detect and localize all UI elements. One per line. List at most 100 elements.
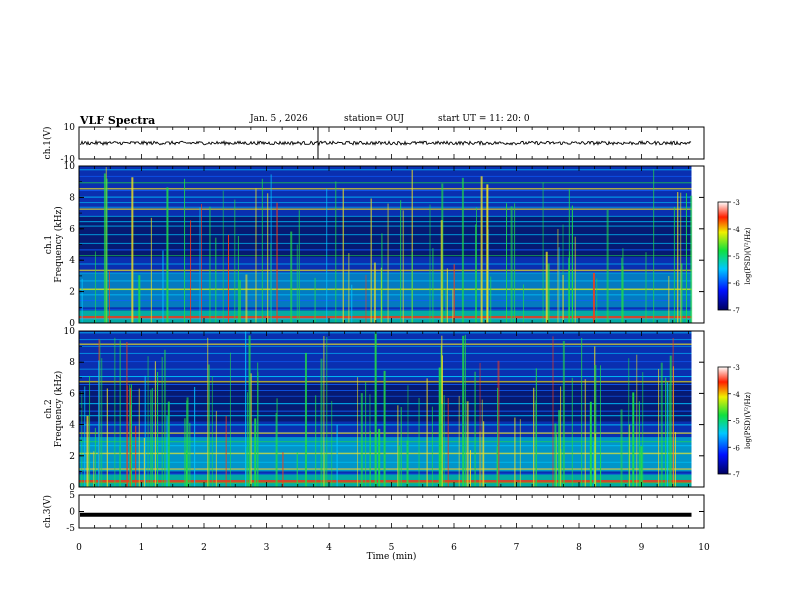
sferic-spike xyxy=(453,264,455,323)
sferic-spike xyxy=(184,418,186,487)
sferic-spike xyxy=(129,384,131,487)
colorbar-tick-label: -4 xyxy=(733,226,740,234)
colorbar-label: log(PSD)(V²/Hz) xyxy=(744,227,752,284)
sferic-spike xyxy=(475,207,477,323)
x-axis-label: Time (min) xyxy=(367,551,417,562)
sferic-spike xyxy=(481,399,483,487)
sferic-spike xyxy=(593,441,595,487)
sferic-spike xyxy=(574,236,576,323)
sferic-spike xyxy=(369,430,371,487)
y-tick-label: 4 xyxy=(69,256,75,266)
sferic-spike xyxy=(407,385,409,487)
sferic-spike xyxy=(462,335,465,487)
sferic-spike xyxy=(234,199,236,323)
colorbar-label: log(PSD)(V²/Hz) xyxy=(744,392,752,449)
spectrogram-1 xyxy=(79,166,693,323)
colorbar-2 xyxy=(717,366,729,475)
sferic-spike xyxy=(238,280,241,323)
sferic-spike xyxy=(490,276,492,323)
narrowband-lines xyxy=(79,169,692,320)
narrowband-line xyxy=(79,339,692,341)
sferic-spike xyxy=(119,340,121,487)
sferic-spike xyxy=(348,253,350,323)
sferic-spike xyxy=(673,206,675,323)
sferic-spike xyxy=(568,257,570,323)
sferic-spike xyxy=(215,410,217,487)
sferic-spike xyxy=(261,178,263,323)
sferic-spike xyxy=(222,190,224,323)
sferic-spike xyxy=(632,392,635,487)
sferic-spike xyxy=(510,206,513,323)
sferic-spike xyxy=(314,277,316,323)
sferic-spike xyxy=(560,449,562,487)
station-label: station= OUJ xyxy=(344,114,405,124)
narrowband-line xyxy=(79,182,692,184)
sferic-spike xyxy=(441,404,443,487)
x-tick-label: 5 xyxy=(389,543,395,553)
figure-title: VLF Spectra xyxy=(80,114,156,127)
sferic-spike xyxy=(162,250,164,323)
sferic-spike xyxy=(211,376,213,487)
sferic-spike xyxy=(466,401,469,487)
sferic-spike xyxy=(629,424,631,487)
sferic-spike xyxy=(440,220,443,323)
sferic-spike xyxy=(276,398,278,487)
sferic-spike xyxy=(397,445,400,487)
colorbar-tick-label: -6 xyxy=(733,280,740,288)
y-tick-label: 0 xyxy=(69,483,75,493)
sferic-spike xyxy=(411,251,413,323)
x-tick-label: 4 xyxy=(326,543,332,553)
narrowband-line xyxy=(79,352,692,354)
colorbar-tick-label: -5 xyxy=(733,253,740,261)
sferic-spike xyxy=(108,271,110,323)
narrowband-line xyxy=(79,202,692,204)
sferic-spike xyxy=(373,262,376,323)
strong-narrowband-line xyxy=(79,269,692,272)
sferic-spike xyxy=(130,405,132,487)
sferic-spike xyxy=(246,392,248,487)
sferic-spike xyxy=(418,397,420,487)
sferic-spike xyxy=(105,167,107,323)
x-tick-label: 0 xyxy=(76,543,82,553)
sferic-spike xyxy=(215,237,217,323)
sferic-spike xyxy=(229,352,231,487)
sferic-spike xyxy=(89,375,91,487)
sferic-spike xyxy=(383,370,386,487)
sferic-spike xyxy=(270,243,272,323)
narrowband-line xyxy=(79,234,692,236)
sferic-spike xyxy=(562,274,564,323)
sferic-spike xyxy=(514,203,516,323)
spectrogram-red-line xyxy=(79,315,692,319)
sferic-spike xyxy=(365,274,367,323)
voltage-axis-label: ch.1(V) xyxy=(42,127,53,160)
frequency-axis-label: Frequency (kHz) xyxy=(53,371,64,448)
voltage-axis-label: ch.3(V) xyxy=(42,495,53,528)
narrowband-line xyxy=(79,175,692,177)
sferic-spike xyxy=(254,418,257,487)
sferic-spike xyxy=(640,446,643,487)
sferic-spike xyxy=(475,224,477,323)
sferic-spike xyxy=(248,335,251,487)
sferic-spike xyxy=(557,228,559,323)
sferic-spike xyxy=(199,207,201,323)
sferic-spike xyxy=(207,364,210,487)
sferic-spike xyxy=(282,452,284,487)
sferic-spikes xyxy=(81,167,693,323)
sferic-spike xyxy=(645,252,647,323)
sferic-spike xyxy=(594,433,596,487)
sferic-spike xyxy=(186,397,189,487)
sferic-spike xyxy=(674,431,676,487)
sferic-spike xyxy=(668,275,670,323)
sferic-spike xyxy=(571,267,573,323)
colorbar-tick-label: -4 xyxy=(733,391,740,399)
narrowband-line xyxy=(79,263,692,265)
sferic-spike xyxy=(581,337,583,487)
sferic-spike xyxy=(138,388,140,487)
sferic-spike xyxy=(365,381,367,487)
sferic-spike xyxy=(445,288,447,323)
sferic-spike xyxy=(147,356,149,487)
sferic-spike xyxy=(326,188,328,323)
sferic-spike xyxy=(474,371,476,487)
